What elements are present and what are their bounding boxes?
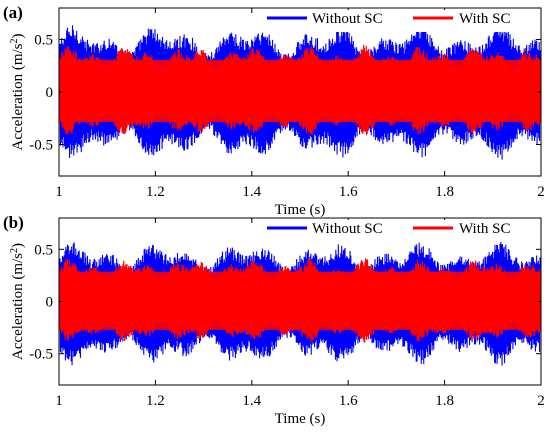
signal-group <box>59 241 541 366</box>
chart-panel-a: 1 1.2 1.4 1.6 1.8 2 0.5 0 -0.5 Time (s) Accelerati… <box>3 3 545 218</box>
y-axis-label-main: Acceleration (m/s <box>10 43 26 150</box>
y-tick-label: 0.5 <box>34 33 53 49</box>
y-tick-label: 0.5 <box>34 242 53 258</box>
series-core-with-sc <box>59 59 541 122</box>
legend-background <box>262 10 540 32</box>
x-tick-label: 1.2 <box>146 184 165 200</box>
y-axis-label-main: Acceleration (m/s <box>10 253 26 360</box>
y-axis-label-sup: 2 <box>9 248 20 253</box>
legend-label-with-sc: With SC <box>459 11 511 27</box>
x-tick-label: 1 <box>55 393 63 409</box>
legend-label-without-sc: Without SC <box>312 221 383 237</box>
signal-group <box>59 25 541 160</box>
x-axis-label: Time (s) <box>275 411 326 427</box>
legend: Without SC With SC <box>262 10 540 32</box>
series-line-without-sc <box>59 241 541 366</box>
x-tick-label: 1.6 <box>339 393 358 409</box>
series-core-with-sc <box>59 271 541 330</box>
x-tick-label: 1.8 <box>435 184 454 200</box>
y-axis-label: Acceleration (m/s2) <box>9 243 27 360</box>
x-tick-label: 2 <box>537 184 545 200</box>
x-tick-label: 1 <box>55 184 63 200</box>
y-axis-label-tail: ) <box>10 33 26 38</box>
legend: Without SC With SC <box>262 220 540 242</box>
y-tick-label: 0 <box>46 85 54 101</box>
legend-label-without-sc: Without SC <box>312 11 383 27</box>
series-line-without-sc <box>59 25 541 160</box>
x-tick-label: 1.6 <box>339 184 358 200</box>
y-tick-label: 0 <box>46 295 54 311</box>
x-tick-label: 1.4 <box>242 393 261 409</box>
panel-label: (a) <box>3 3 23 22</box>
x-tick-label: 1.8 <box>435 393 454 409</box>
x-tick-label: 1.2 <box>146 393 165 409</box>
x-tick-label: 1.4 <box>242 184 261 200</box>
panel-label: (b) <box>3 213 24 232</box>
x-tick-label: 2 <box>537 393 545 409</box>
x-axis-label: Time (s) <box>275 202 326 218</box>
legend-label-with-sc: With SC <box>459 221 511 237</box>
y-tick-label: -0.5 <box>29 138 53 154</box>
y-axis-label-sup: 2 <box>9 38 20 43</box>
y-axis-label-tail: ) <box>10 243 26 248</box>
legend-background <box>262 220 540 242</box>
chart-panel-b: 1 1.2 1.4 1.6 1.8 2 0.5 0 -0.5 Time (s) Accelerati… <box>3 213 545 427</box>
y-tick-label: -0.5 <box>29 347 53 363</box>
y-axis-label: Acceleration (m/s2) <box>9 33 27 150</box>
